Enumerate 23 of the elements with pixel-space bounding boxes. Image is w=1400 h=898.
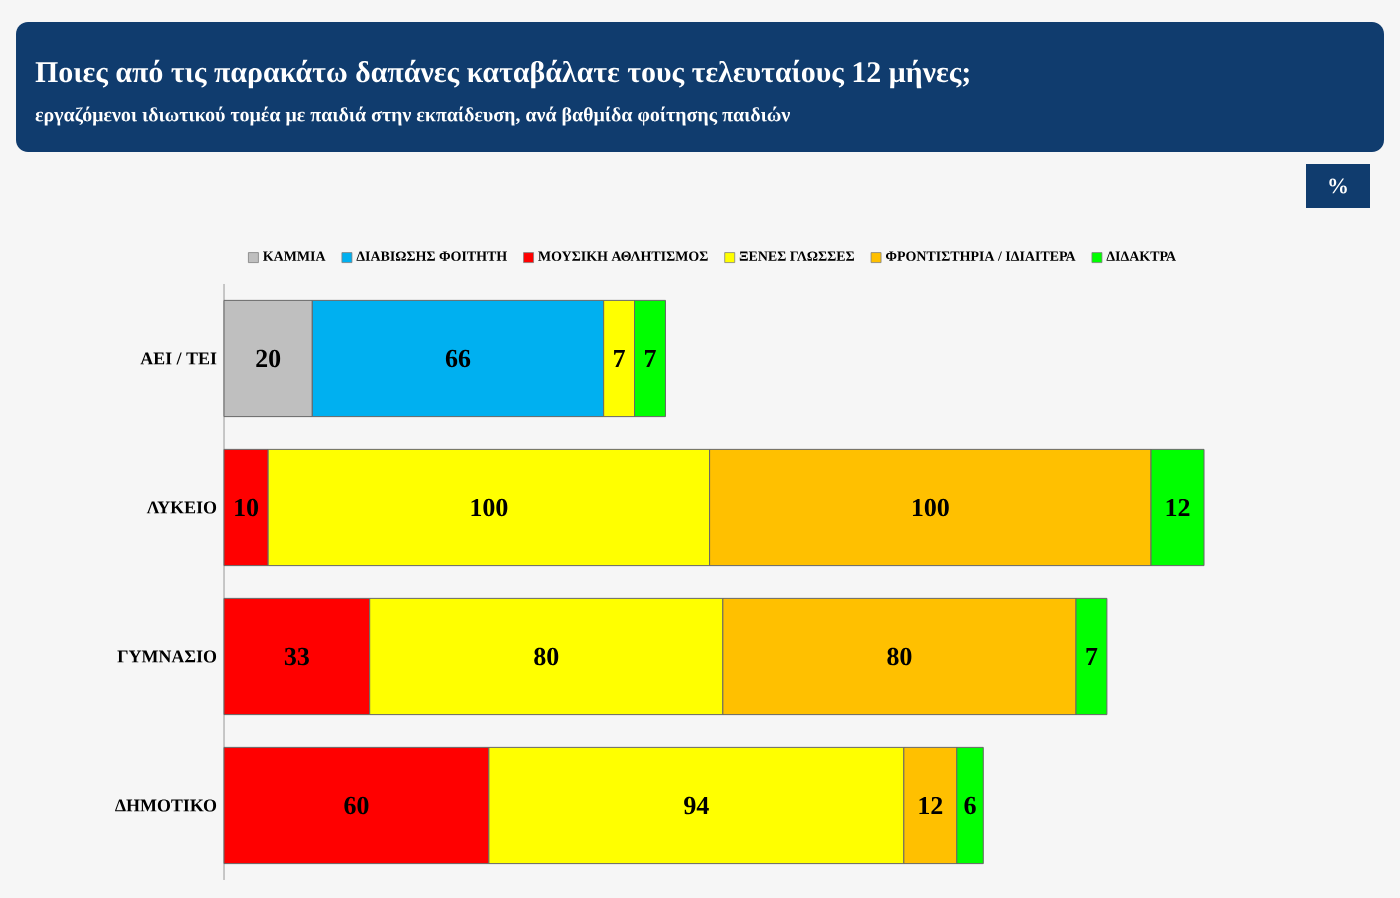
data-label: 12 [919,796,943,815]
data-label: 94 [684,796,709,815]
data-label: 12 [1166,498,1190,517]
data-label: 80 [887,647,912,666]
y-tick-label: ΔΗΜΟΤΙΚΟ [115,799,217,812]
data-label: 33 [284,647,309,666]
data-label: 100 [912,498,949,517]
y-tick-label: ΛΥΚΕΙΟ [146,501,217,514]
chart-title: Ποιες από τις παρακάτω δαπάνες καταβάλατε τους τελευταίους 12 μήνες; [35,59,969,89]
data-label: 60 [344,796,369,815]
data-label: 66 [445,349,471,368]
data-label: 7 [645,350,656,367]
data-label: 80 [534,647,559,666]
y-tick-label: ΑΕΙ / ΤΕΙ [140,352,217,365]
data-label: 100 [471,498,508,517]
data-label: 6 [964,796,976,815]
data-label: 10 [235,498,259,517]
data-label: 7 [614,350,625,367]
data-label: 7 [1086,648,1098,665]
data-label: 20 [256,349,281,368]
text: % [1329,178,1347,194]
y-tick-label: ΓΥΜΝΑΣΙΟ [117,650,217,663]
chart-subtitle: εργαζόμενοι ιδιωτικού τομέα με παιδιά στην εκπαίδευση, ανά βαθμίδα φοίτησης παιδιών [35,106,791,126]
